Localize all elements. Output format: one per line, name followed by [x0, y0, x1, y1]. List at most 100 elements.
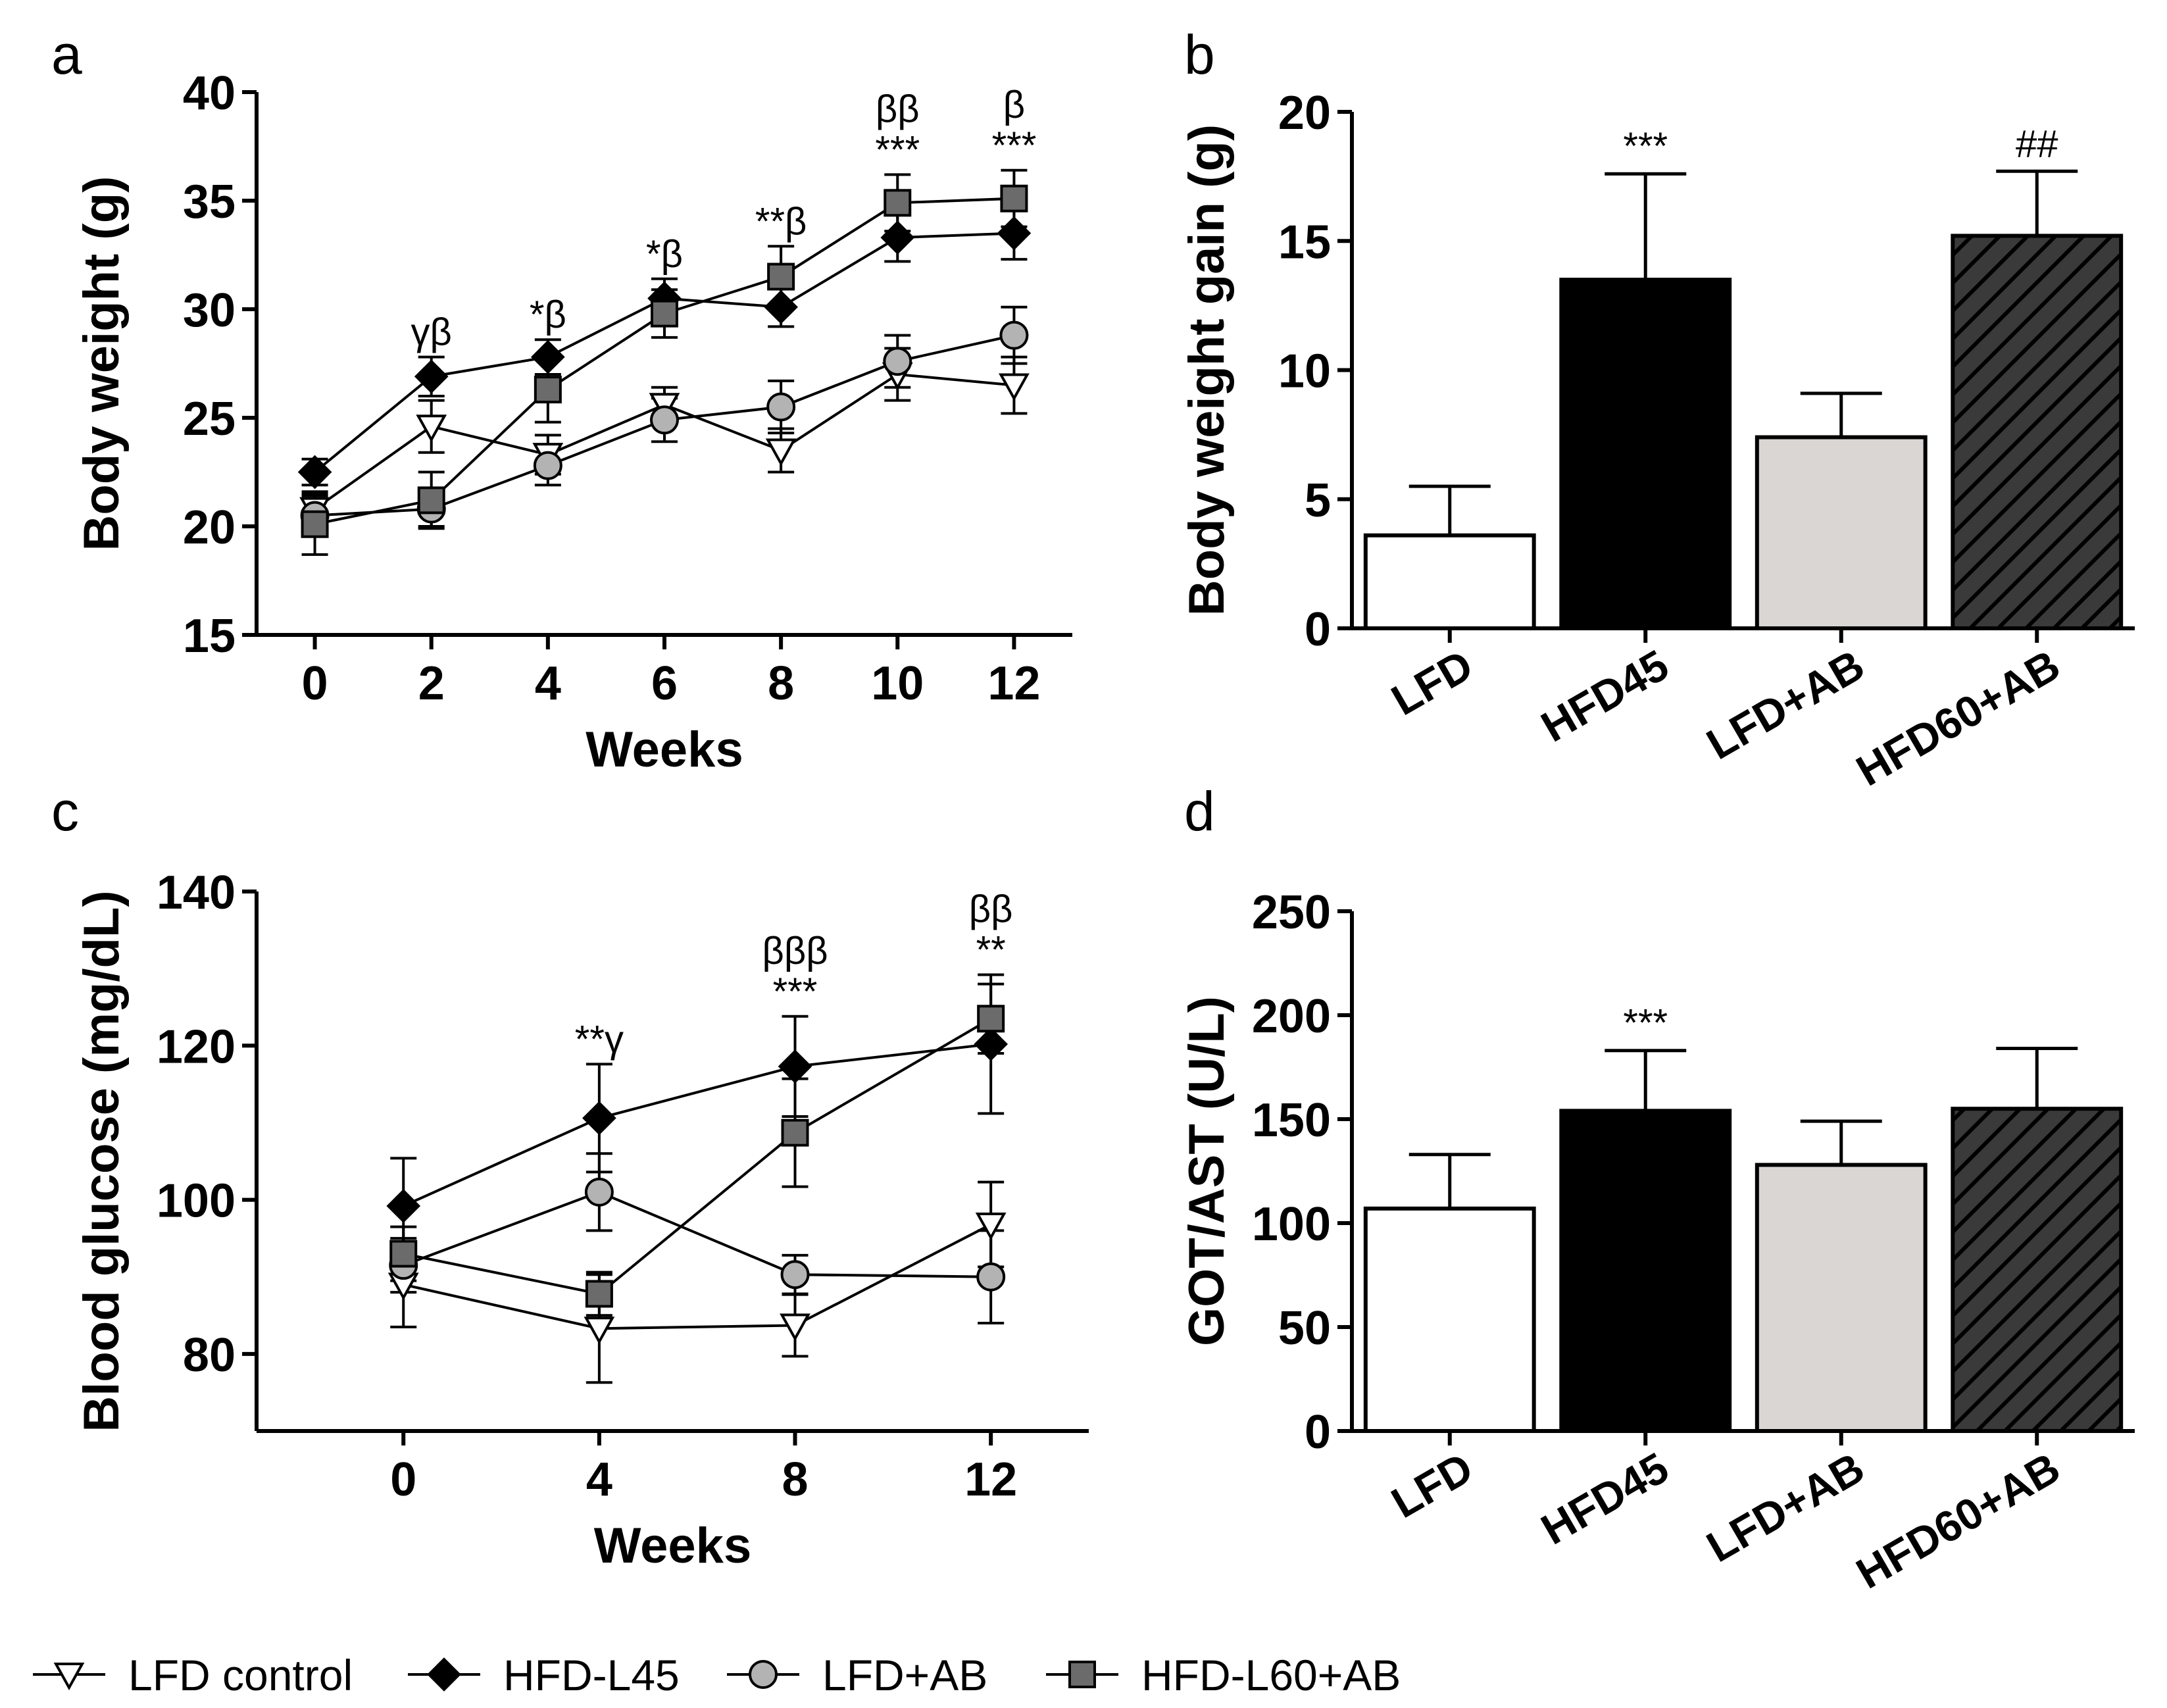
c-point-lfd-control — [975, 1213, 1007, 1241]
legend-symbol — [1068, 1661, 1096, 1688]
b-y-tick-label: 5 — [1305, 474, 1331, 527]
panel-letter-b: b — [1184, 24, 1215, 86]
a-significance-label: β — [1003, 84, 1025, 126]
a-point-lfd-control — [999, 373, 1030, 401]
a-point-lfd-ab — [883, 347, 912, 376]
b-bar-hfd60-ab — [1951, 234, 2124, 630]
a-x-tick-label: 10 — [871, 657, 924, 710]
c-point-hfd-l45 — [974, 1027, 1009, 1061]
a-point-hfd-l60-ab — [301, 510, 329, 538]
a-point-hfd-l45 — [414, 359, 449, 394]
c-y-tick-label: 80 — [183, 1329, 236, 1382]
c-point-hfd-l60-ab — [389, 1240, 418, 1268]
a-x-tick-label: 8 — [768, 657, 794, 710]
legend-symbol — [749, 1660, 778, 1689]
a-point-hfd-l60-ab — [534, 376, 562, 404]
panel-d-got-ast-chart: d 0 50 100 150 200 250 GOT/AST (U/L) LFD HFD45 **… — [1179, 780, 2135, 1598]
d-y-tick-label: 200 — [1252, 990, 1331, 1043]
c-x-tick-label: 4 — [586, 1453, 612, 1506]
a-y-tick-label: 25 — [183, 393, 236, 445]
legend-marker-hfd-l60-ab — [1046, 1661, 1118, 1688]
a-point-hfd-l45 — [531, 339, 565, 374]
a-point-hfd-l45 — [880, 220, 915, 255]
b-y-tick-label: 15 — [1278, 216, 1331, 268]
c-significance-label: βββ — [762, 930, 828, 972]
legend-symbol — [427, 1657, 461, 1692]
b-significance-label-hfd60-ab: ## — [2016, 122, 2058, 165]
legend-label-lfd-control: LFD control — [128, 1651, 353, 1699]
c-point-hfd-l60-ab — [781, 1118, 809, 1147]
c-series-line-hfd-l45 — [403, 1042, 991, 1207]
a-y-tick-label: 35 — [183, 176, 236, 228]
c-x-axis-title: Weeks — [594, 1518, 751, 1574]
d-category-label-lfd: LFD — [1383, 1443, 1481, 1527]
legend-symbol — [53, 1663, 85, 1691]
c-point-hfd-l60-ab — [977, 1005, 1005, 1033]
d-y-tick-label: 150 — [1252, 1094, 1331, 1147]
legend-label-hfd-l60-ab: HFD-L60+AB — [1141, 1651, 1401, 1699]
a-series-hfd-l60-ab — [301, 168, 1028, 556]
d-y-tick-label: 100 — [1252, 1198, 1331, 1251]
a-y-tick-label: 40 — [183, 67, 236, 120]
legend-label-hfd-l45: HFD-L45 — [503, 1651, 680, 1699]
b-significance-label-hfd45: *** — [1623, 125, 1668, 168]
panel-c-blood-glucose-chart: c 80 100 120 140 0 4 8 12 Weeks Blood glucose (mg… — [51, 780, 1089, 1574]
panel-c-plot-area: 80 100 120 140 0 4 8 12 Weeks Blood glucose (mg/d… — [74, 867, 1089, 1574]
a-x-tick-label: 4 — [535, 657, 561, 710]
c-series-line-lfd-ab — [403, 1190, 991, 1278]
a-significance-label: **β — [755, 200, 807, 243]
panel-letter-c: c — [51, 780, 79, 842]
c-x-tick-label: 12 — [964, 1453, 1017, 1506]
d-category-label-hfd60-ab: HFD60+AB — [1848, 1443, 2068, 1598]
a-point-hfd-l45 — [764, 289, 798, 324]
b-category-label-hfd45: HFD45 — [1533, 640, 1676, 751]
a-significance-label: *** — [992, 124, 1037, 167]
d-y-tick-label: 0 — [1305, 1406, 1331, 1459]
c-series-line-hfd-l60-ab — [403, 1017, 992, 1295]
d-significance-label-hfd45: *** — [1623, 1002, 1668, 1045]
a-x-tick-label: 2 — [418, 657, 445, 710]
d-bar-hfd60-ab — [1951, 1107, 2124, 1433]
b-y-tick-label: 20 — [1278, 87, 1331, 139]
c-significance-label: **γ — [575, 1018, 624, 1061]
legend-item-hfd-l60-ab: HFD-L60+AB — [1046, 1651, 1401, 1699]
panel-d-plot-area: 0 50 100 150 200 250 GOT/AST (U/L) LFD HFD45 *** L… — [1179, 886, 2135, 1598]
b-bar-hfd45 — [1559, 278, 1732, 630]
a-x-tick-label: 12 — [987, 657, 1040, 710]
c-significance-label: *** — [773, 970, 818, 1013]
legend-item-hfd-l45: HFD-L45 — [408, 1651, 680, 1699]
d-bar-hfd45 — [1559, 1109, 1732, 1433]
c-y-tick-label: 140 — [157, 867, 236, 919]
a-y-axis-title: Body weight (g) — [74, 176, 130, 551]
a-significance-label: *β — [646, 233, 683, 276]
c-series-lfd-ab — [390, 1152, 1005, 1324]
c-significance-label: ** — [976, 929, 1006, 972]
b-bar-lfd-ab — [1755, 435, 1928, 630]
c-point-hfd-l45 — [386, 1189, 421, 1223]
a-point-hfd-l60-ab — [1000, 184, 1028, 213]
a-significance-label: γβ — [411, 311, 452, 354]
a-x-tick-label: 0 — [302, 657, 328, 710]
c-x-tick-label: 8 — [782, 1453, 809, 1506]
panel-letter-a: a — [51, 24, 82, 86]
a-significance-label: *β — [530, 293, 566, 336]
legend-label-lfd-ab: LFD+AB — [822, 1651, 987, 1699]
legend-marker-lfd-ab — [727, 1660, 799, 1689]
c-point-lfd-ab — [976, 1262, 1006, 1292]
legend: LFD control HFD-L45 LFD+AB HFD-L60+AB — [33, 1651, 1401, 1699]
a-point-lfd-control — [765, 438, 797, 466]
c-x-tick-label: 0 — [390, 1453, 416, 1506]
c-point-hfd-l45 — [582, 1101, 616, 1136]
c-point-lfd-control — [584, 1317, 615, 1345]
c-y-tick-label: 100 — [157, 1175, 236, 1228]
c-point-hfd-l60-ab — [585, 1280, 613, 1308]
a-y-tick-label: 15 — [183, 610, 236, 663]
panel-letter-d: d — [1184, 780, 1215, 842]
d-y-tick-label: 250 — [1252, 886, 1331, 939]
c-y-axis-title: Blood glucose (mg/dL) — [74, 890, 130, 1432]
a-y-tick-label: 30 — [183, 284, 236, 337]
panel-b-plot-area: 0 5 10 15 20 Body weight gain (g) LFD HFD45 *** L… — [1179, 87, 2135, 795]
d-bar-lfd-ab — [1755, 1163, 1928, 1434]
b-category-label-hfd60-ab: HFD60+AB — [1848, 640, 2068, 795]
